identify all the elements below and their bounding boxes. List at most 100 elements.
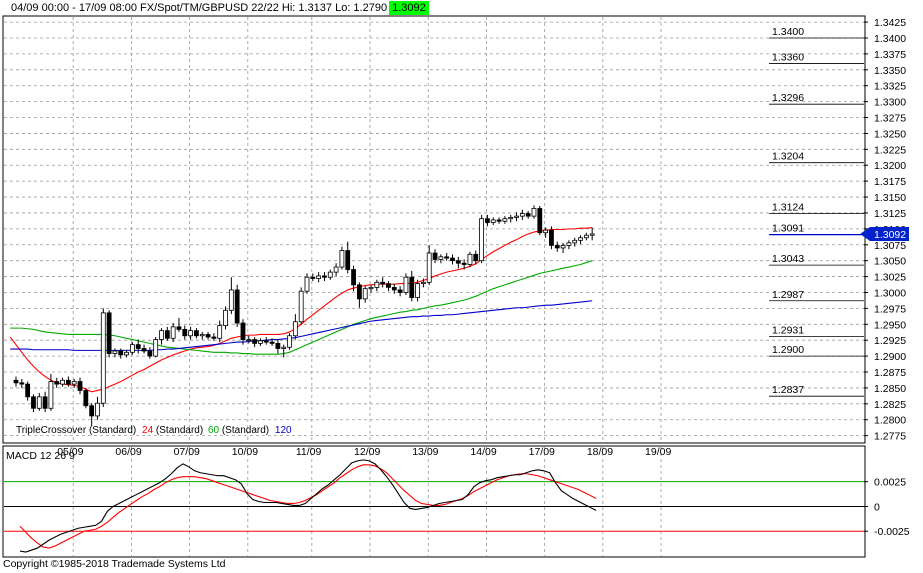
last-price-badge: 1.3092 xyxy=(389,1,429,15)
candle-up xyxy=(112,350,118,354)
candle-down xyxy=(391,286,397,291)
candle-up xyxy=(223,309,228,326)
candlesticks xyxy=(13,205,595,427)
candle-down xyxy=(13,379,19,384)
chart-title: 04/09 00:00 - 17/09 08:00 FX/Spot/TM/GBP… xyxy=(11,2,388,14)
candle-down xyxy=(240,322,246,340)
price-axis: 1.3425 1.3400 1.3375 1.3350 1.3325 1.3300 1.32… xyxy=(864,17,906,443)
candle-up xyxy=(258,340,263,344)
candle-down xyxy=(164,330,170,339)
level-lines: 1.3400 1.3360 1.3296 1.3204 1.3124 1.3091 1.30… xyxy=(769,26,864,397)
current-price-tag: 1.3092 xyxy=(860,226,909,241)
indicator-legend: TripleCrossover (Standard) 24 (Standard)… xyxy=(16,425,292,436)
date-tick-label: 19/09 xyxy=(645,446,671,458)
candle-down xyxy=(141,348,147,352)
candle-down xyxy=(42,396,48,409)
candle-down xyxy=(450,257,455,262)
level-line-label: 1.3043 xyxy=(772,253,804,265)
candle-down xyxy=(135,344,141,349)
price-tick-label: 1.2775 xyxy=(874,431,906,443)
chart-header: 04/09 00:00 - 17/09 08:00 FX/Spot/TM/GBP… xyxy=(0,0,923,16)
macd-axis: 0.0025 0 -0.0025 xyxy=(864,477,910,538)
candle-up xyxy=(420,281,426,284)
legend-prefix: TripleCrossover (Standard) xyxy=(16,425,136,436)
level-line-label: 1.3091 xyxy=(772,223,804,235)
candle-down xyxy=(345,250,351,270)
candle-up xyxy=(572,239,578,244)
candle-down xyxy=(525,213,531,217)
candle-up xyxy=(508,217,514,220)
price-tick-label: 1.2950 xyxy=(874,319,906,331)
candle-up xyxy=(60,379,65,385)
candle-up xyxy=(426,252,432,283)
price-tick-label: 1.3300 xyxy=(874,97,906,109)
candle-up xyxy=(514,215,519,218)
candle-down xyxy=(25,383,31,398)
macd-signal-line xyxy=(19,464,597,549)
candle-up xyxy=(519,213,525,217)
price-tick-label: 1.3075 xyxy=(874,240,906,252)
candle-up xyxy=(403,276,409,293)
price-tick-label: 1.3050 xyxy=(874,256,906,268)
candle-up xyxy=(490,219,496,223)
candle-up xyxy=(246,339,252,341)
candle-down xyxy=(485,218,490,223)
candle-down xyxy=(211,336,217,339)
macd-pane-frame xyxy=(2,445,866,558)
level-line-label: 1.2837 xyxy=(772,384,804,396)
candle-up xyxy=(95,402,100,417)
candle-up xyxy=(327,271,333,278)
candle-up xyxy=(188,330,194,337)
macd-label: MACD 12 26 9 xyxy=(6,450,75,462)
price-tick-label: 1.3150 xyxy=(874,192,906,204)
candle-up xyxy=(333,266,339,273)
candle-down xyxy=(263,340,269,343)
price-tick-label: 1.2900 xyxy=(874,351,906,363)
candle-down xyxy=(83,390,89,407)
candle-up xyxy=(502,218,508,222)
candle-down xyxy=(89,405,95,417)
candle-up xyxy=(153,339,159,357)
candle-down xyxy=(554,245,560,249)
price-tag-label: 1.3092 xyxy=(874,229,906,241)
macd-lines xyxy=(19,459,597,553)
price-tick-label: 1.2875 xyxy=(874,367,906,379)
legend-fast: 24 xyxy=(142,425,154,436)
macd-main-line xyxy=(19,459,597,553)
level-line-label: 1.3296 xyxy=(772,92,804,104)
candle-down xyxy=(409,276,415,298)
date-tick-label: 13/09 xyxy=(412,446,438,458)
candle-up xyxy=(566,242,572,246)
candle-down xyxy=(54,381,60,385)
price-tick-label: 1.3275 xyxy=(874,113,906,125)
price-gridlines xyxy=(4,21,864,437)
time-gridlines xyxy=(72,17,662,556)
candle-up xyxy=(560,245,566,249)
candle-up xyxy=(339,250,345,268)
candle-down xyxy=(397,289,403,293)
price-tick-label: 1.3325 xyxy=(874,81,906,93)
candle-down xyxy=(473,253,479,262)
candle-down xyxy=(444,256,450,259)
candle-up xyxy=(228,289,234,311)
legend-mid-suffix: (Standard) xyxy=(219,425,269,436)
candle-down xyxy=(205,334,211,338)
price-tick-label: 1.2925 xyxy=(874,335,906,347)
candle-down xyxy=(234,289,240,324)
candle-down xyxy=(19,382,25,385)
macd-tick-label: 0.0025 xyxy=(874,477,906,489)
candle-down xyxy=(310,276,316,279)
candle-down xyxy=(252,339,258,344)
candle-up xyxy=(36,396,42,409)
level-line-label: 1.3360 xyxy=(772,51,804,63)
price-tag-shape xyxy=(860,226,909,241)
candle-down xyxy=(455,260,461,264)
candle-down xyxy=(461,262,467,265)
price-tick-label: 1.3025 xyxy=(874,272,906,284)
copyright-footer: Copyright ©1985-2018 Trademade Systems L… xyxy=(3,558,226,570)
price-tick-label: 1.2825 xyxy=(874,399,906,411)
candle-down xyxy=(176,326,182,330)
price-tick-label: 1.3000 xyxy=(874,287,906,299)
candle-down xyxy=(322,275,327,278)
